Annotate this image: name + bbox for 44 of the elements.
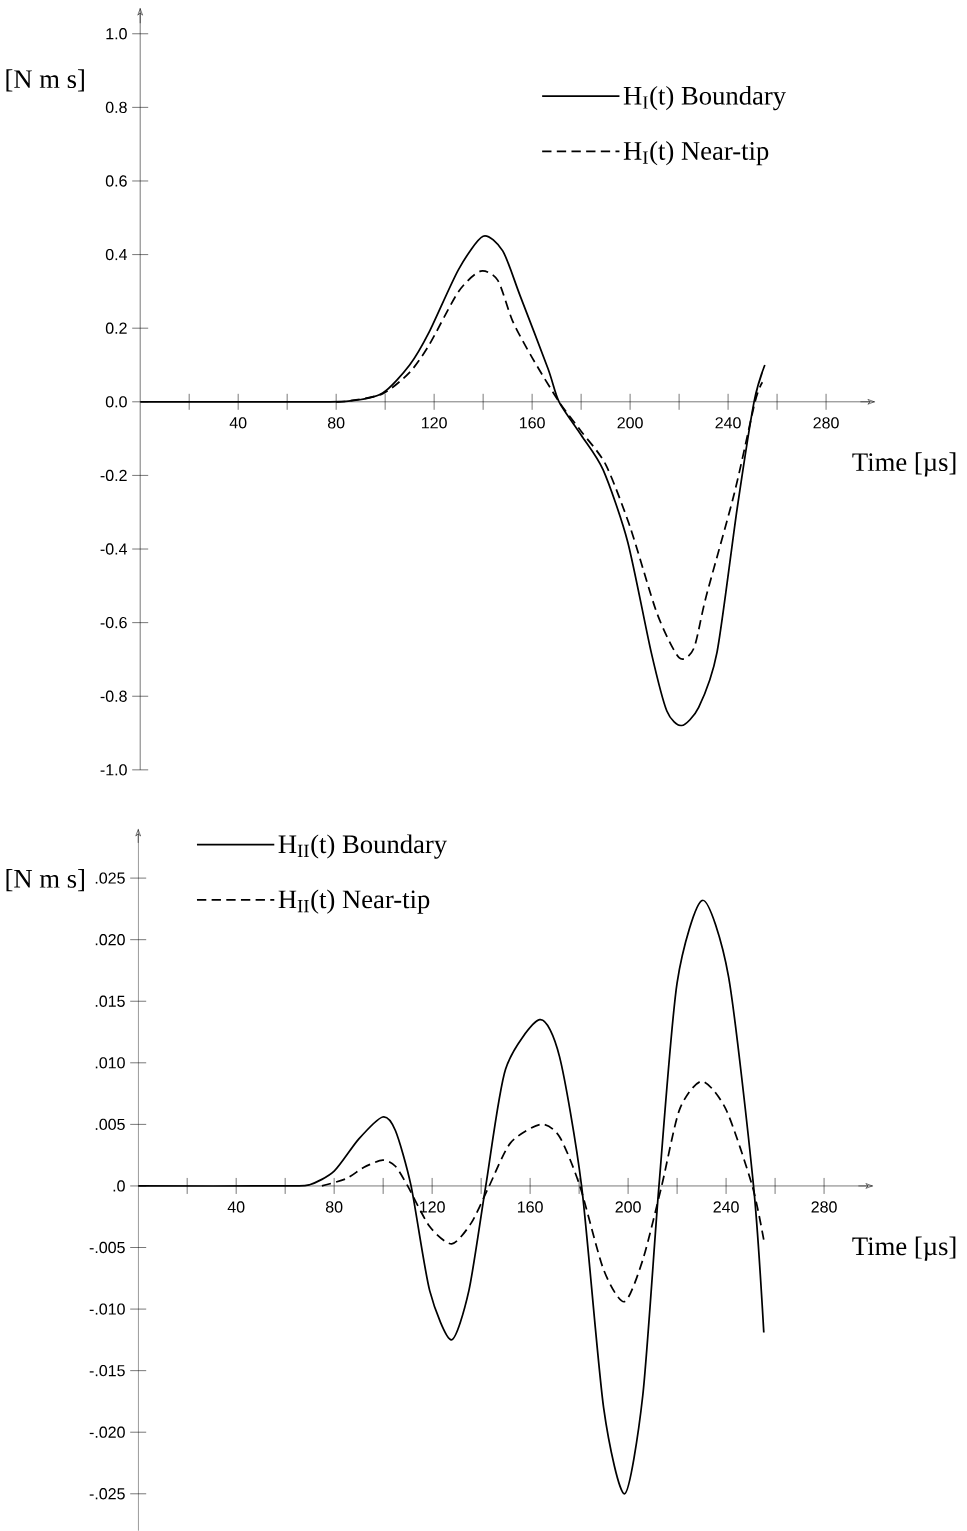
y-tick-label: 0.4 [105,248,127,261]
x-tick-label: 80 [325,1201,343,1213]
x-tick-label: 40 [227,1201,245,1213]
x-tick-label: 240 [713,1201,739,1213]
y-tick-label: .020 [95,934,125,946]
x-tick-label: 200 [615,1201,641,1213]
y-tick-label: -0.2 [100,469,127,482]
x-tick-label: 120 [421,417,447,429]
legend-label: H$_{II}$(t) Near-tip [278,889,430,914]
x-tick-label: 280 [811,1201,837,1213]
legend-label: H$_{II}$(t) Boundary [278,834,448,859]
x-tick-label: 80 [327,417,345,429]
y-tick-label: .010 [95,1057,125,1069]
y-tick-label: 0.2 [105,322,127,334]
x-tick-label: 200 [617,417,643,429]
y-tick-label: -0.4 [100,543,127,555]
y-tick-label: .025 [95,872,125,884]
y-axis-title: [N m s] [6,869,84,892]
y-tick-label: -0.6 [100,616,127,629]
y-tick-label: -.025 [89,1488,125,1500]
x-tick-label: 40 [229,417,247,429]
x-tick-label: 160 [519,417,545,429]
y-tick-label: .0 [113,1180,125,1192]
x-axis-title: Time [µs] [852,1236,956,1261]
y-tick-label: 0.6 [105,175,127,187]
y-axis-title: [N m s] [6,69,84,92]
y-tick-label: 1.0 [106,28,127,40]
legend-label: H$_{I}$(t) Boundary [623,85,786,111]
y-tick-label: -.015 [89,1364,125,1377]
x-axis-title: Time [µs] [852,452,956,477]
y-tick-label: 0.0 [105,396,127,408]
y-tick-label: .005 [95,1118,125,1131]
y-tick-label: -0.8 [100,690,127,702]
x-tick-label: 240 [715,417,741,429]
x-tick-label: 160 [517,1201,543,1213]
y-tick-label: -.005 [89,1241,125,1254]
y-tick-label: -1.0 [100,764,127,776]
y-tick-label: -.020 [89,1426,125,1438]
legend-label: H$_{I}$(t) Near-tip [623,141,769,166]
x-tick-label: 120 [419,1201,445,1213]
x-tick-label: 280 [813,417,839,429]
y-tick-label: -.010 [89,1303,125,1315]
y-tick-label: .015 [95,995,125,1007]
y-tick-label: 0.8 [105,101,127,114]
